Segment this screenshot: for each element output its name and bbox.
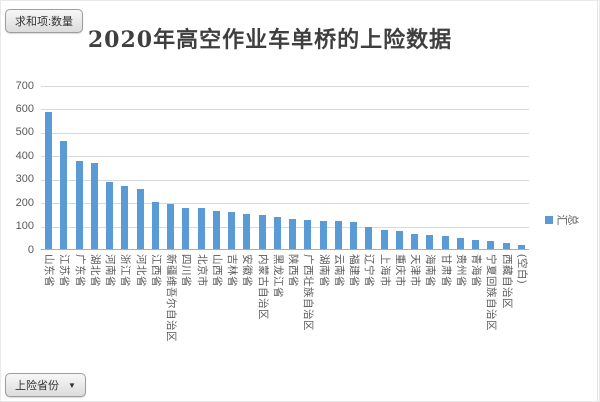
x-axis-category-label: 江西省 xyxy=(149,254,162,287)
bar[interactable] xyxy=(121,186,129,249)
x-axis-category-label: 天津市 xyxy=(409,254,422,287)
x-axis-category-label: 山西省 xyxy=(210,254,223,287)
y-axis-tick-label: 400 xyxy=(15,149,34,162)
x-axis-category-label: 黑龙江省 xyxy=(271,254,284,298)
bar[interactable] xyxy=(167,204,175,249)
bar[interactable] xyxy=(441,236,449,249)
bar[interactable] xyxy=(75,161,83,249)
chart-title: 2020年高空作业车单桥的上险数据 xyxy=(87,27,453,53)
legend-label-char: 总 xyxy=(566,214,579,226)
legend: 汇总 xyxy=(545,211,579,229)
bar[interactable] xyxy=(212,211,220,249)
bar[interactable] xyxy=(456,238,464,249)
gridline xyxy=(41,109,529,111)
bar[interactable] xyxy=(426,235,434,249)
bar[interactable] xyxy=(60,141,68,249)
bar[interactable] xyxy=(228,212,236,249)
x-axis-category-label: 海南省 xyxy=(424,254,437,287)
x-axis-category-label: 甘肃省 xyxy=(439,254,452,287)
y-axis-tick-label: 200 xyxy=(15,196,34,209)
bar[interactable] xyxy=(319,221,327,249)
worksheet-edge-line xyxy=(597,1,598,401)
legend-series-label: 汇总 xyxy=(556,211,579,229)
y-axis-tick-label: 500 xyxy=(15,126,34,139)
gridline xyxy=(41,203,529,205)
x-axis-category-label: 广东省 xyxy=(73,254,86,287)
bar[interactable] xyxy=(136,189,144,249)
x-axis-category-label: 新疆维吾尔自治区 xyxy=(165,254,178,342)
x-axis-category-label: 北京市 xyxy=(195,254,208,287)
y-axis-tick-label: 700 xyxy=(15,79,34,92)
plot-area xyxy=(41,86,529,250)
x-axis-category-label: 辽宁省 xyxy=(363,254,376,287)
x-axis-category-label: 湖南省 xyxy=(317,254,330,287)
pivot-value-field-label: 求和项:数量 xyxy=(15,16,74,28)
bar[interactable] xyxy=(517,245,525,249)
x-axis-category-label: 吉林省 xyxy=(226,254,239,287)
bar[interactable] xyxy=(502,243,510,249)
bar[interactable] xyxy=(243,214,251,249)
x-axis-category-label: 浙江省 xyxy=(119,254,132,287)
pivot-value-field-button[interactable]: 求和项:数量 xyxy=(5,9,84,33)
x-axis-category-label: 山东省 xyxy=(43,254,56,287)
x-axis-category-label: 青海省 xyxy=(470,254,483,287)
x-axis-category-label: 上海市 xyxy=(378,254,391,287)
x-axis-category-label: (空白) xyxy=(515,254,528,284)
bar[interactable] xyxy=(380,230,388,249)
bar[interactable] xyxy=(197,208,205,249)
pivot-axis-field-label: 上险省份 xyxy=(15,380,59,392)
bar[interactable] xyxy=(395,231,403,249)
chevron-down-icon: ▼ xyxy=(68,380,76,390)
bar[interactable] xyxy=(487,241,495,249)
x-axis-category-label: 河南省 xyxy=(104,254,117,287)
bar[interactable] xyxy=(273,217,281,249)
bar[interactable] xyxy=(365,227,373,249)
bar[interactable] xyxy=(411,234,419,249)
x-axis-category-label: 江苏省 xyxy=(58,254,71,287)
y-axis-tick-label: 100 xyxy=(15,220,34,233)
gridline xyxy=(41,86,529,87)
bar[interactable] xyxy=(289,219,297,249)
pivot-axis-field-button[interactable]: 上险省份 ▼ xyxy=(5,373,86,397)
bar[interactable] xyxy=(182,208,190,249)
y-axis-tick-label: 300 xyxy=(15,173,34,186)
bar[interactable] xyxy=(106,182,114,249)
y-axis-tick-label: 0 xyxy=(27,243,34,256)
gridline xyxy=(41,179,529,181)
x-axis-category-label: 西藏自治区 xyxy=(500,254,513,309)
y-axis-tick-label: 600 xyxy=(15,102,34,115)
gridline xyxy=(41,132,529,134)
bar[interactable] xyxy=(350,222,358,249)
x-axis-category-label: 重庆市 xyxy=(393,254,406,287)
x-axis-category-label: 云南省 xyxy=(332,254,345,287)
bar[interactable] xyxy=(45,112,53,249)
x-axis-category-label: 广西壮族自治区 xyxy=(302,254,315,331)
x-axis-category-label: 安徽省 xyxy=(241,254,254,287)
x-axis-category-label: 内蒙古自治区 xyxy=(256,254,269,320)
bar[interactable] xyxy=(472,240,480,249)
x-axis-category-label: 四川省 xyxy=(180,254,193,287)
x-axis-category-label: 河北省 xyxy=(134,254,147,287)
gridline xyxy=(41,156,529,158)
gridline xyxy=(41,226,529,228)
bar[interactable] xyxy=(90,163,98,249)
bar[interactable] xyxy=(334,221,342,249)
legend-marker-swatch xyxy=(545,216,553,224)
bar[interactable] xyxy=(258,215,266,249)
bar[interactable] xyxy=(151,202,159,249)
bar[interactable] xyxy=(304,220,312,249)
x-axis-category-label: 福建省 xyxy=(348,254,361,287)
x-axis-category-label: 陕西省 xyxy=(287,254,300,287)
x-axis-category-label: 宁夏回族自治区 xyxy=(485,254,498,331)
x-axis-category-label: 贵州省 xyxy=(454,254,467,287)
x-axis-category-label: 湖北省 xyxy=(88,254,101,287)
